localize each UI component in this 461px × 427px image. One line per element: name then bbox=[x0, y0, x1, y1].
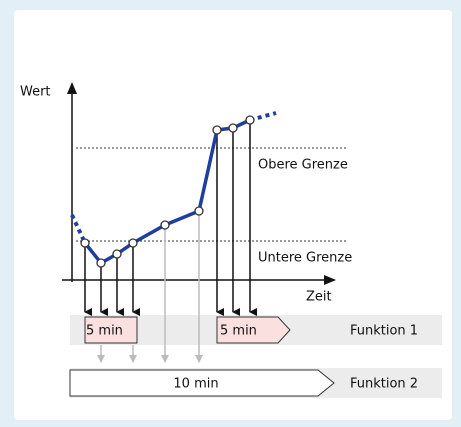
y-axis-label: Wert bbox=[20, 85, 51, 100]
y-arrow bbox=[67, 82, 77, 94]
interval-label: 5 min bbox=[220, 324, 257, 339]
upper-limit-label: Obere Grenze bbox=[258, 158, 348, 173]
black-arrows bbox=[84, 120, 257, 316]
sample-points bbox=[80, 115, 255, 268]
x-axis-label: Zeit bbox=[306, 290, 332, 305]
interval-box bbox=[69, 369, 335, 397]
row-label: Funktion 1 bbox=[350, 324, 418, 339]
curve-dotted bbox=[70, 111, 277, 244]
lower-limit-label: Untere Grenze bbox=[258, 251, 352, 266]
x-arrow bbox=[324, 275, 336, 285]
row-label: Funktion 2 bbox=[350, 377, 418, 392]
gray-arrows bbox=[97, 211, 203, 363]
interval-box bbox=[84, 316, 138, 344]
interval-box bbox=[216, 316, 291, 344]
interval-label: 5 min bbox=[86, 324, 123, 339]
interval-label: 10 min bbox=[173, 377, 218, 392]
